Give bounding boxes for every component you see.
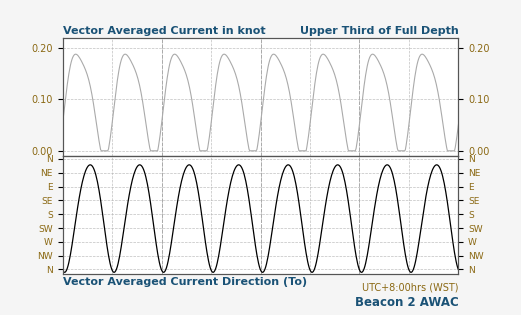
Text: Wed 12 Mar: Wed 12 Mar: [281, 162, 339, 172]
Text: Beacon 2 AWAC: Beacon 2 AWAC: [355, 296, 458, 309]
Text: Mon 10 Mar: Mon 10 Mar: [83, 162, 141, 172]
X-axis label: Vector Averaged Current Direction (To): Vector Averaged Current Direction (To): [63, 277, 307, 287]
Text: UTC+8:00hrs (WST): UTC+8:00hrs (WST): [362, 283, 458, 293]
Text: Vector Averaged Current in knot: Vector Averaged Current in knot: [63, 26, 265, 36]
Text: Tue 11 Mar: Tue 11 Mar: [184, 162, 238, 172]
Text: 13 Mar 2025: 13 Mar 2025: [378, 162, 440, 172]
Text: Upper Third of Full Depth: Upper Third of Full Depth: [300, 26, 458, 36]
